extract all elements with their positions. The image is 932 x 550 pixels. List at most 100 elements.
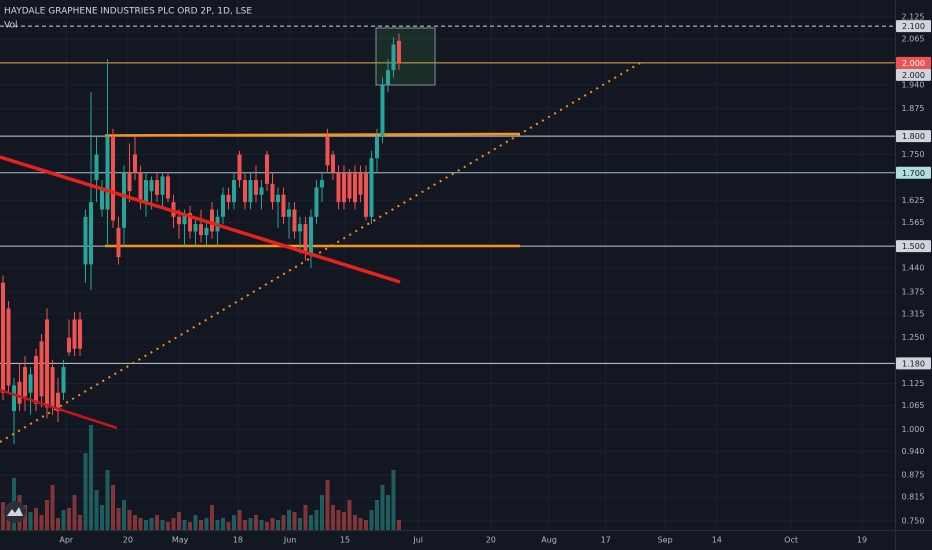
y-tick-label: 1.065 bbox=[902, 401, 925, 410]
volume-bar bbox=[308, 515, 313, 530]
candle-body bbox=[275, 194, 280, 203]
volume-bar bbox=[363, 520, 368, 530]
price-label-box bbox=[896, 357, 931, 370]
candle-body bbox=[248, 180, 253, 203]
candle-body bbox=[182, 213, 187, 225]
candle-body bbox=[281, 194, 286, 217]
candle-body bbox=[177, 216, 181, 225]
candle-body bbox=[391, 44, 396, 71]
x-tick-label: Oct bbox=[784, 536, 798, 545]
candle-body bbox=[270, 183, 275, 203]
volume-bar bbox=[336, 510, 341, 530]
axes: 2.125 2.065 1.940 1.875 1.750 1.625 1.565 1.440… bbox=[59, 13, 931, 545]
volume-bar bbox=[160, 520, 165, 530]
candle-body bbox=[160, 176, 165, 195]
volume-bar bbox=[270, 518, 275, 530]
logo-icon[interactable] bbox=[7, 507, 23, 516]
y-tick-label: 1.625 bbox=[902, 196, 925, 205]
volume-bar bbox=[281, 515, 286, 530]
volume-bar bbox=[198, 520, 203, 530]
candle-body bbox=[253, 180, 258, 195]
volume-bar bbox=[226, 522, 231, 530]
volume-bar bbox=[111, 485, 116, 530]
volume-bar bbox=[352, 515, 357, 530]
highlight-box bbox=[375, 27, 436, 86]
volume-bar bbox=[385, 495, 390, 530]
candle-body bbox=[380, 84, 385, 137]
candle-body bbox=[242, 180, 247, 203]
price-label: 2.000 bbox=[902, 59, 925, 68]
volume-bar bbox=[56, 518, 61, 530]
candle-body bbox=[1, 282, 6, 393]
volume-bar bbox=[39, 515, 44, 530]
volume-bar bbox=[330, 505, 335, 530]
price-label-box bbox=[896, 56, 931, 69]
candle-body bbox=[34, 356, 39, 404]
price-label-box bbox=[896, 68, 931, 81]
volume-bar bbox=[155, 515, 160, 530]
candle-body bbox=[204, 227, 209, 236]
logo-circle[interactable] bbox=[4, 501, 26, 523]
volume-bar bbox=[396, 520, 401, 530]
volume-bar bbox=[292, 512, 297, 530]
candle-body bbox=[100, 187, 105, 210]
x-tick-label: 19 bbox=[857, 536, 867, 545]
candle-body bbox=[259, 187, 264, 195]
y-tick-label: 0.875 bbox=[902, 471, 925, 480]
x-tick-label: Aug bbox=[541, 536, 557, 545]
price-label: 1.700 bbox=[902, 169, 925, 178]
volume-bar bbox=[127, 510, 132, 530]
y-tick-label: 1.315 bbox=[902, 309, 925, 318]
candle-body bbox=[50, 367, 55, 408]
price-label-box bbox=[896, 130, 931, 143]
volume-bar bbox=[209, 505, 214, 530]
y-tick-label: 1.875 bbox=[902, 104, 925, 113]
y-tick-label: 1.940 bbox=[902, 80, 925, 89]
volume-bar bbox=[94, 490, 99, 530]
candle-body bbox=[39, 341, 44, 397]
volume-bar bbox=[166, 522, 171, 530]
volume-bar bbox=[242, 520, 247, 530]
candle-body bbox=[237, 154, 242, 181]
price-label: 2.100 bbox=[902, 22, 925, 31]
volume-bar bbox=[215, 520, 220, 530]
volume-bar bbox=[23, 505, 28, 530]
x-tick-label: May bbox=[172, 536, 189, 545]
candle-body bbox=[286, 209, 291, 217]
volume-bar bbox=[45, 500, 50, 530]
candle-body bbox=[374, 136, 379, 159]
candle-body bbox=[308, 216, 313, 254]
volume-bar bbox=[28, 512, 33, 530]
candle-body bbox=[61, 367, 66, 393]
volume-bar bbox=[341, 512, 346, 530]
x-tick-label: Sep bbox=[658, 536, 673, 545]
volume-bar bbox=[50, 485, 55, 530]
resistance-line bbox=[104, 132, 521, 137]
y-tick-label: 1.440 bbox=[902, 264, 925, 273]
volume-label: Vol bbox=[4, 21, 17, 31]
logo[interactable] bbox=[4, 501, 26, 523]
drawings bbox=[0, 27, 641, 443]
candle-body bbox=[149, 180, 154, 192]
volume-bar bbox=[303, 505, 308, 530]
x-tick-label: 20 bbox=[486, 536, 496, 545]
y-tick-label: 1.375 bbox=[902, 287, 925, 296]
volume-bar bbox=[231, 515, 236, 530]
y-tick-label: 1.565 bbox=[902, 218, 925, 227]
candle-body bbox=[231, 180, 236, 203]
volume-bar bbox=[237, 510, 242, 530]
volume-bar bbox=[89, 425, 94, 530]
volume-bar bbox=[78, 515, 83, 530]
candle-body bbox=[122, 172, 127, 228]
volume-bar bbox=[204, 518, 209, 530]
candle-body bbox=[56, 392, 61, 412]
x-tick-label: Apr bbox=[59, 536, 74, 545]
price-label-box bbox=[896, 20, 931, 33]
candle-body bbox=[133, 154, 138, 173]
volume-bar bbox=[358, 518, 363, 530]
volume-bar bbox=[319, 495, 324, 530]
candle-body bbox=[17, 381, 22, 404]
volume-bar bbox=[259, 520, 264, 530]
rising-trendline bbox=[0, 62, 641, 443]
volume-bar bbox=[100, 505, 105, 530]
